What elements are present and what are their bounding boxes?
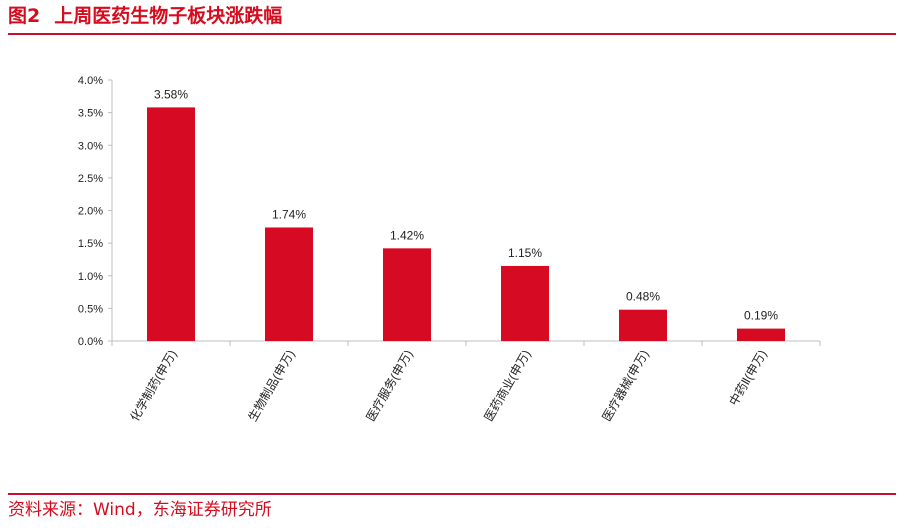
data-label: 3.58% xyxy=(154,87,188,101)
y-axis: 0.0% 0.5% 1.0% 1.5% 2.0% 2.5% 3.0% 3.5% 4.0% xyxy=(78,75,113,348)
y-tick-label: 2.5% xyxy=(78,173,103,185)
y-tick-label: 1.5% xyxy=(78,238,103,250)
title-rule xyxy=(8,33,896,35)
bar xyxy=(383,248,431,341)
x-category-label: 中药Ⅱ(申万) xyxy=(726,347,770,408)
x-category-label: 医疗器械(申万) xyxy=(599,347,652,424)
source-rule xyxy=(8,493,896,495)
data-label: 1.15% xyxy=(508,246,542,260)
data-label: 0.48% xyxy=(626,290,660,304)
x-axis: 化学制药(申万) 生物制品(申万) 医疗服务(申万) 医药商业(申万) 医疗器械(申万)… xyxy=(111,340,821,424)
x-category-label: 医药商业(申万) xyxy=(481,347,534,424)
bar xyxy=(147,107,195,341)
data-label: 0.19% xyxy=(744,309,778,323)
bar xyxy=(619,309,667,341)
source-note: 资料来源：Wind，东海证券研究所 xyxy=(8,500,272,520)
x-category-label: 生物制品(申万) xyxy=(245,348,297,424)
x-category-label: 化学制药(申万) xyxy=(127,347,180,424)
bar xyxy=(265,227,313,341)
figure-title: 图2 上周医药生物子板块涨跌幅 xyxy=(8,2,282,30)
data-label: 1.74% xyxy=(272,207,306,221)
y-tick-label: 3.0% xyxy=(78,140,103,152)
y-tick-label: 2.0% xyxy=(78,206,103,218)
bar xyxy=(501,265,549,341)
bar-chart: 0.0% 0.5% 1.0% 1.5% 2.0% 2.5% 3.0% 3.5% 4.0% 化学制… xyxy=(78,75,821,424)
y-tick-label: 0.0% xyxy=(78,336,103,348)
data-labels: 3.58% 1.74% 1.42% 1.15% 0.48% 0.19% xyxy=(154,87,778,322)
data-label: 1.42% xyxy=(390,228,424,242)
y-tick-label: 0.5% xyxy=(78,303,103,315)
figure-number: 图2 xyxy=(8,5,41,27)
y-tick-label: 3.5% xyxy=(78,108,103,120)
y-tick-label: 4.0% xyxy=(78,75,103,87)
bars xyxy=(147,107,785,341)
figure-title-text: 上周医药生物子板块涨跌幅 xyxy=(54,5,283,27)
y-tick-label: 1.0% xyxy=(78,271,103,283)
bar xyxy=(737,328,785,341)
x-category-label: 医疗服务(申万) xyxy=(363,347,416,424)
